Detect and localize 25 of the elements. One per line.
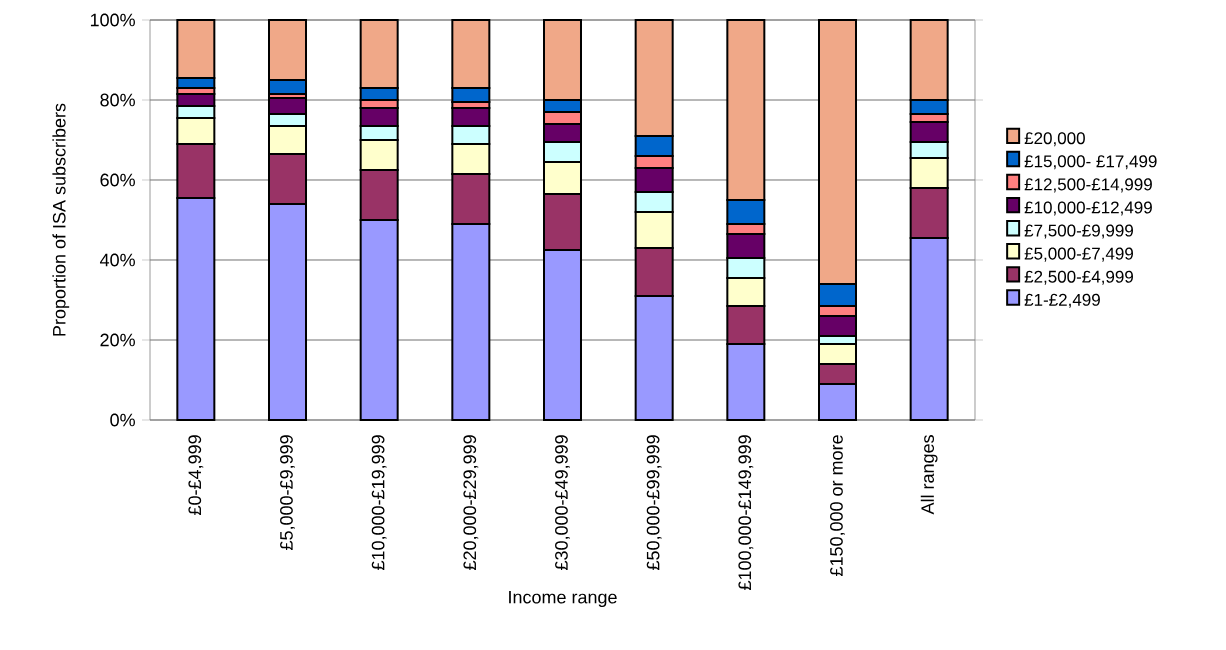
- x-tick-label: £150,000 or more: [830, 435, 845, 576]
- x-axis-title: Income range: [509, 590, 617, 608]
- legend-label: £5,000-£7,499: [1024, 247, 1133, 262]
- legend-label: £20,000: [1024, 132, 1085, 147]
- x-tick-label: £5,000-£9,999: [280, 435, 295, 550]
- legend-label: £12,500-£14,999: [1024, 178, 1152, 193]
- y-tick-label: 100%: [90, 13, 135, 27]
- y-tick-label: 80%: [100, 93, 135, 107]
- legend-label: £10,000-£12,499: [1024, 201, 1152, 216]
- x-tick-label: £30,000-£49,999: [555, 435, 570, 571]
- x-tick-label: £100,000-£149,999: [738, 435, 754, 591]
- x-tick-label: All ranges: [920, 435, 938, 515]
- x-tick-label: £10,000-£19,999: [371, 435, 387, 571]
- legend-label: £15,000- £17,499: [1024, 155, 1157, 170]
- x-tick-label: £0-£4,999: [188, 435, 204, 515]
- x-tick-label: £50,000-£99,999: [646, 435, 662, 571]
- legend-label: £1-£2,499: [1024, 293, 1100, 308]
- legend-label: £2,500-£4,999: [1024, 270, 1133, 285]
- y-tick-label: 40%: [99, 253, 135, 267]
- y-tick-label: 60%: [100, 173, 135, 187]
- y-axis-title: Proportion of ISA subscribers: [52, 103, 70, 336]
- x-tick-label: £20,000-£29,999: [463, 435, 479, 571]
- y-tick-label: 20%: [100, 333, 135, 347]
- y-tick-label: 0%: [110, 413, 135, 427]
- legend-label: £7,500-£9,999: [1024, 224, 1133, 239]
